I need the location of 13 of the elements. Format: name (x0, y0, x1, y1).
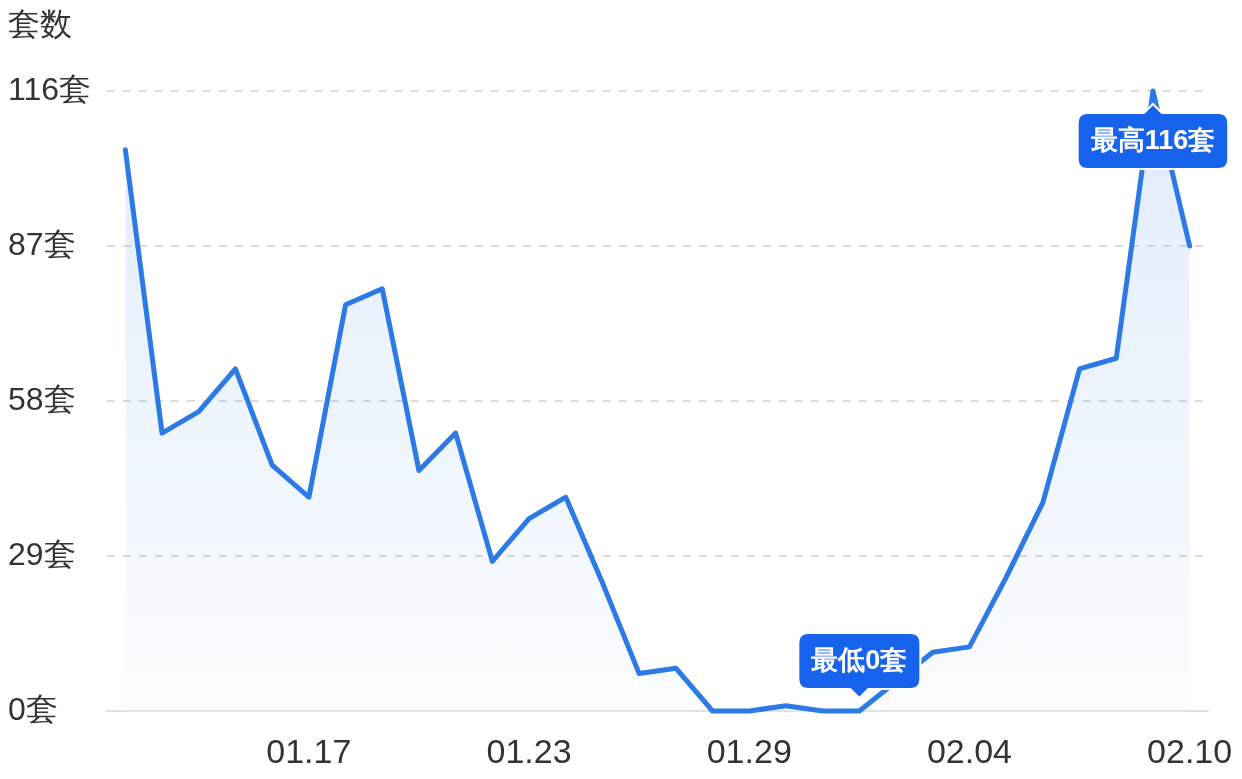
x-tick-label: 02.04 (926, 731, 1012, 770)
x-tick-label: 01.29 (706, 731, 792, 770)
y-tick-label: 29套 (8, 535, 76, 572)
annotation: 最低0套 (810, 645, 908, 676)
x-tick-label: 02.10 (1147, 731, 1233, 770)
y-tick-label: 0套 (8, 690, 58, 727)
x-tick-label: 01.23 (486, 731, 572, 770)
y-tick-label: 87套 (8, 225, 76, 262)
annotation: 最高116套 (1089, 125, 1216, 156)
y-tick-label: 58套 (8, 380, 76, 417)
y-tick-label: 116套 (8, 70, 92, 107)
x-tick-label: 01.17 (266, 731, 352, 770)
y-axis-title: 套数 (8, 5, 72, 42)
